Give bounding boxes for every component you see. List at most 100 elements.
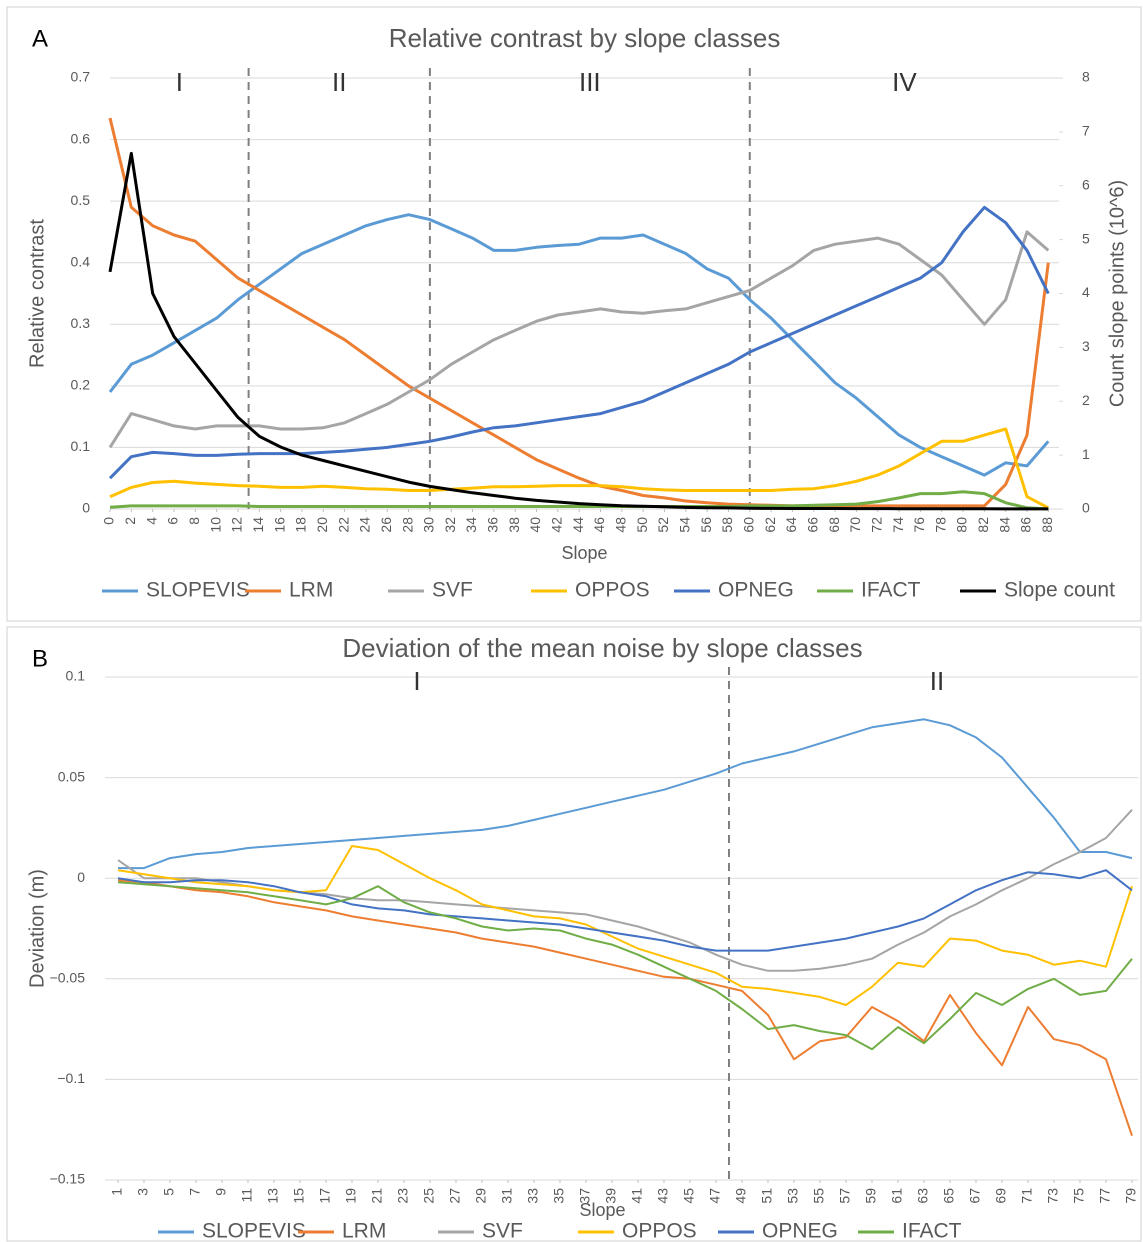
x-tick-label: 30 (421, 517, 437, 533)
x-tick-label: 15 (291, 1188, 307, 1204)
x-tick-label: 43 (655, 1188, 671, 1204)
y-tick-label: 0.1 (66, 668, 86, 684)
x-tick-label: 6 (165, 517, 181, 525)
x-tick-label: 37 (577, 1188, 593, 1204)
x-tick-label: 84 (996, 517, 1012, 533)
x-axis-label: Slope (561, 543, 607, 563)
panel-frame (6, 6, 1142, 622)
y2-tick-label: 3 (1082, 338, 1090, 354)
x-tick-label: 59 (863, 1188, 879, 1204)
x-tick-label: 4 (143, 517, 159, 525)
x-tick-label: 17 (317, 1188, 333, 1204)
x-tick-label: 0 (101, 517, 117, 525)
x-tick-label: 7 (187, 1188, 203, 1196)
legend-label: SLOPEVIS (202, 1220, 306, 1242)
x-tick-label: 26 (378, 517, 394, 533)
x-tick-label: 71 (1019, 1188, 1035, 1204)
series-line (117, 879, 1133, 1137)
x-tick-label: 78 (932, 517, 948, 533)
x-tick-label: 58 (719, 517, 735, 533)
x-tick-label: 57 (837, 1188, 853, 1204)
panel-label: A (32, 25, 48, 52)
legend-label: OPNEG (762, 1220, 838, 1242)
series-line (108, 117, 1050, 508)
y2-tick-label: 6 (1082, 176, 1090, 192)
x-tick-label: 41 (629, 1188, 645, 1204)
x-tick-label: 54 (677, 517, 693, 533)
x-tick-label: 3 (135, 1188, 151, 1196)
x-tick-label: 88 (1039, 517, 1055, 533)
y-tick-label: −0.05 (50, 970, 86, 986)
y-tick-label: −0.1 (57, 1070, 85, 1086)
legend-label: SVF (482, 1220, 523, 1242)
x-tick-label: 35 (551, 1188, 567, 1204)
y2-axis-label: Count slope points (10^6) (1106, 180, 1128, 407)
x-tick-label: 23 (395, 1188, 411, 1204)
series-line (109, 490, 1049, 511)
x-tick-label: 38 (506, 517, 522, 533)
x-tick-label: 9 (213, 1188, 229, 1196)
x-tick-label: 12 (229, 517, 245, 533)
y-tick-label: 0.1 (71, 438, 91, 454)
y2-tick-label: 4 (1082, 284, 1090, 300)
x-tick-label: 46 (591, 517, 607, 533)
x-tick-label: 5 (161, 1188, 177, 1196)
x-tick-label: 65 (941, 1188, 957, 1204)
x-tick-label: 73 (1045, 1188, 1061, 1204)
x-tick-label: 11 (239, 1188, 255, 1203)
x-tick-label: 70 (847, 517, 863, 533)
y-tick-label: 0.6 (71, 130, 91, 146)
x-tick-label: 10 (207, 517, 223, 533)
x-tick-label: 1 (109, 1188, 125, 1196)
legend-label: LRM (342, 1220, 386, 1242)
x-tick-label: 29 (473, 1188, 489, 1204)
x-tick-label: 21 (369, 1188, 385, 1204)
x-tick-label: 64 (783, 517, 799, 533)
legend-label: SVF (432, 579, 473, 602)
x-tick-label: 19 (343, 1188, 359, 1204)
y-tick-label: 0.3 (71, 315, 91, 331)
x-tick-label: 86 (1018, 517, 1034, 533)
series-line (117, 881, 1133, 1051)
x-tick-label: 2 (122, 517, 138, 525)
x-tick-label: 40 (527, 517, 543, 533)
y2-tick-label: 1 (1082, 446, 1090, 462)
x-tick-label: 76 (911, 517, 927, 533)
x-tick-label: 80 (954, 517, 970, 533)
x-tick-label: 32 (442, 517, 458, 533)
x-tick-label: 68 (826, 517, 842, 533)
x-tick-label: 63 (915, 1188, 931, 1204)
x-tick-label: 48 (613, 517, 629, 533)
class-label: III (579, 67, 601, 97)
legend-label: IFACT (902, 1220, 962, 1242)
x-tick-label: 31 (499, 1188, 515, 1204)
x-tick-label: 55 (811, 1188, 827, 1204)
x-tick-label: 77 (1097, 1188, 1113, 1204)
x-tick-label: 33 (525, 1188, 541, 1204)
legend-label: OPNEG (718, 579, 794, 602)
x-tick-label: 51 (759, 1188, 775, 1204)
legend-label: OPPOS (622, 1220, 697, 1242)
x-tick-label: 66 (804, 517, 820, 533)
y-tick-label: 0 (82, 500, 90, 516)
x-axis-label: Slope (579, 1200, 625, 1220)
y2-tick-label: 7 (1082, 123, 1090, 139)
y-axis-label: Relative contrast (26, 219, 48, 368)
series-line (118, 718, 1133, 870)
x-tick-label: 49 (733, 1188, 749, 1204)
x-tick-label: 28 (399, 517, 415, 533)
x-tick-label: 52 (655, 517, 671, 533)
y-tick-label: −0.15 (50, 1171, 86, 1187)
series-line (108, 230, 1050, 449)
x-tick-label: 36 (485, 517, 501, 533)
series-line (117, 869, 1133, 952)
panel-frame (6, 626, 1142, 1242)
series-line (108, 213, 1050, 477)
y-tick-label: 0.5 (71, 192, 91, 208)
legend-label: LRM (289, 579, 333, 602)
y-tick-label: 0.4 (71, 253, 91, 269)
y-tick-label: 0.2 (71, 377, 91, 393)
x-tick-label: 34 (463, 517, 479, 533)
x-tick-label: 13 (265, 1188, 281, 1204)
y2-tick-label: 5 (1082, 230, 1090, 246)
